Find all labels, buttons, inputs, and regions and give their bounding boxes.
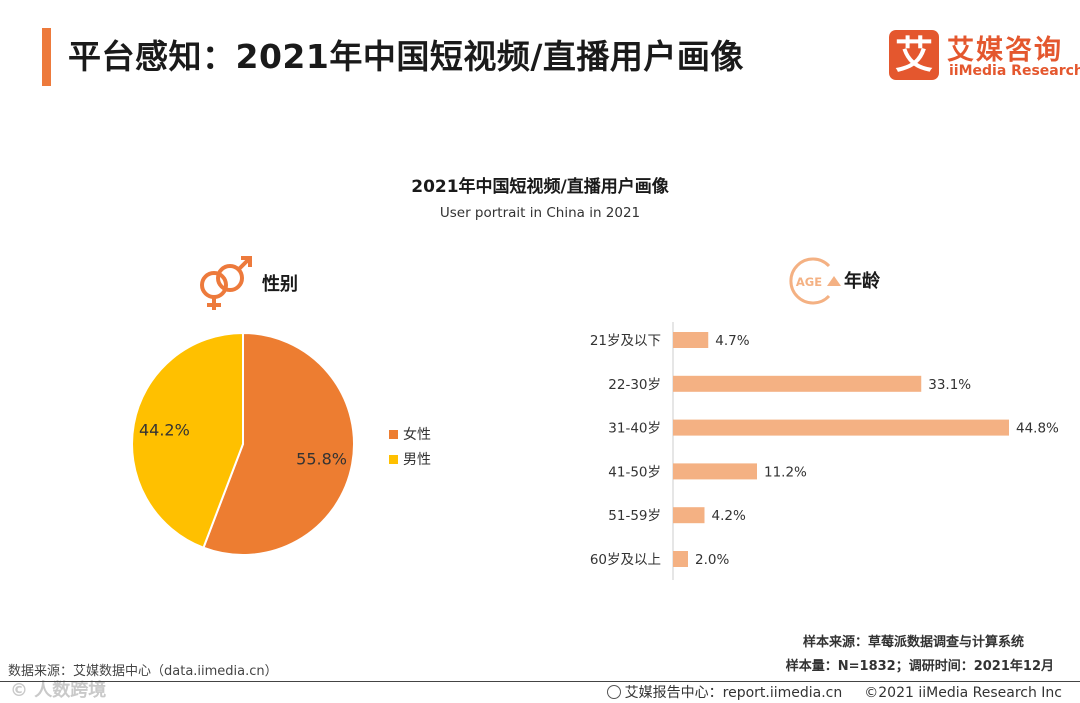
gender-section-label: 性别 [262,273,298,295]
bar-value-label: 33.1% [928,377,971,393]
pie-slice-male [131,331,244,550]
pie-slice-female [202,331,355,556]
legend-label-male: 男性 [403,452,431,468]
bar-value-label: 4.7% [715,333,749,349]
data-source: 数据来源：艾媒数据中心（data.iimedia.cn） [8,664,278,679]
chart-subtitle: User portrait in China in 2021 [439,205,641,221]
report-center-link[interactable]: 艾媒报告中心：report.iimedia.cn [624,685,843,701]
legend-label-female: 女性 [403,426,431,443]
bar-value-label: 2.0% [695,552,729,568]
sample-source: 样本来源：草莓派数据调查与计算系统 [802,635,1024,650]
pie-label-male: 44.2% [139,421,190,440]
age-icon: AGE [789,257,841,305]
iimedia-logo[interactable]: 艾 艾媒咨询 iiMedia Research [889,30,1080,84]
legend-swatch-male [389,455,398,464]
legend-swatch-female [389,430,398,439]
bar-4 [673,507,705,524]
bar-value-label: 44.8% [1016,421,1059,437]
copyright: ©2021 iiMedia Research Inc [864,685,1062,701]
logo-mark-icon: 艾 [889,30,939,80]
age-section-label: 年龄 [844,270,881,292]
footer-divider [0,681,1080,682]
watermark: © 人数跨境 [10,680,107,701]
bar-value-label: 11.2% [764,464,807,480]
bar-1 [673,375,922,392]
bar-category-label: 22-30岁 [608,377,661,393]
sample-size: 样本量：N=1832；调研时间：2021年12月 [785,659,1054,674]
chart-title: 2021年中国短视频/直播用户画像 [411,177,669,197]
logo-english-text: iiMedia Research [949,63,1080,79]
bar-category-label: 60岁及以上 [590,552,661,568]
bar-5 [673,551,688,567]
title-accent-bar [42,28,51,86]
bar-category-label: 41-50岁 [608,464,661,480]
age-icon-text: AGE [796,275,822,289]
gender-icon [200,256,252,310]
bar-3 [673,463,757,480]
globe-icon [606,685,621,699]
pie-label-female: 55.8% [296,449,347,468]
footer-right: 艾媒报告中心：report.iimedia.cn ©2021 iiMedia Re… [606,682,1062,702]
bar-category-label: 51-59岁 [608,508,661,524]
page-title: 平台感知：2021年中国短视频/直播用户画像 [68,37,744,76]
bar-category-label: 21岁及以下 [590,333,661,349]
bar-2 [673,419,1009,436]
bar-0 [673,332,709,348]
bar-value-label: 4.2% [712,508,746,524]
bar-category-label: 31-40岁 [608,421,661,437]
logo-chinese-text: 艾媒咨询 [947,35,1063,66]
